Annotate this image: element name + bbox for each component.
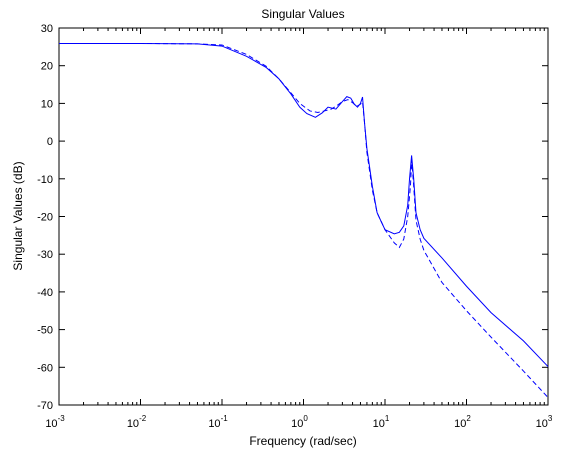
y-tick-label: 30 [41,23,53,35]
series-line-dashed [59,42,549,398]
x-tick-label: 102 [454,414,471,430]
y-axis-label: Singular Values (dB) [11,161,25,270]
y-tick-label: 10 [41,98,53,110]
x-tick-label: 10-2 [127,414,147,430]
y-tick-label: 0 [47,136,53,148]
x-tick-label: 100 [291,414,308,430]
plot-area [58,27,549,406]
y-tick-label: -60 [37,362,53,374]
x-tick-labels: 10-3 10-2 10-1 100 101 102 103 [45,414,553,430]
chart-title: Singular Values [261,7,344,21]
y-tick-label: -40 [37,287,53,299]
series-layer [59,42,549,398]
y-tick-labels: 30 20 10 0 -10 -20 -30 -40 -50 -60 -70 [37,23,53,412]
y-tick-label: -30 [37,249,53,261]
x-tick-label: 10-3 [45,414,65,430]
x-tick-label: 101 [373,414,390,430]
y-tick-label: -70 [37,400,53,412]
y-tick-label: -10 [37,174,53,186]
major-ticks [58,27,549,406]
y-tick-label: -50 [37,325,53,337]
x-minor-ticks [83,28,545,405]
y-tick-label: 20 [41,61,53,73]
x-axis-label: Frequency (rad/sec) [249,434,356,448]
x-tick-label: 103 [536,414,553,430]
y-tick-label: -20 [37,212,53,224]
x-tick-label: 10-1 [208,414,228,430]
